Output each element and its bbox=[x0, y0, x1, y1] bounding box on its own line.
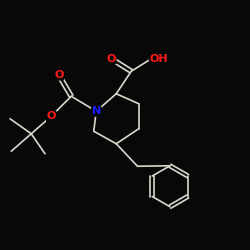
Text: N: N bbox=[92, 106, 101, 116]
Text: O: O bbox=[54, 70, 64, 80]
Text: N: N bbox=[92, 106, 101, 116]
Text: O: O bbox=[106, 54, 116, 64]
Text: O: O bbox=[46, 111, 56, 121]
Text: OH: OH bbox=[150, 54, 168, 64]
Text: O: O bbox=[106, 54, 116, 64]
Text: O: O bbox=[46, 111, 56, 121]
Text: OH: OH bbox=[150, 54, 168, 64]
Text: O: O bbox=[54, 70, 64, 80]
